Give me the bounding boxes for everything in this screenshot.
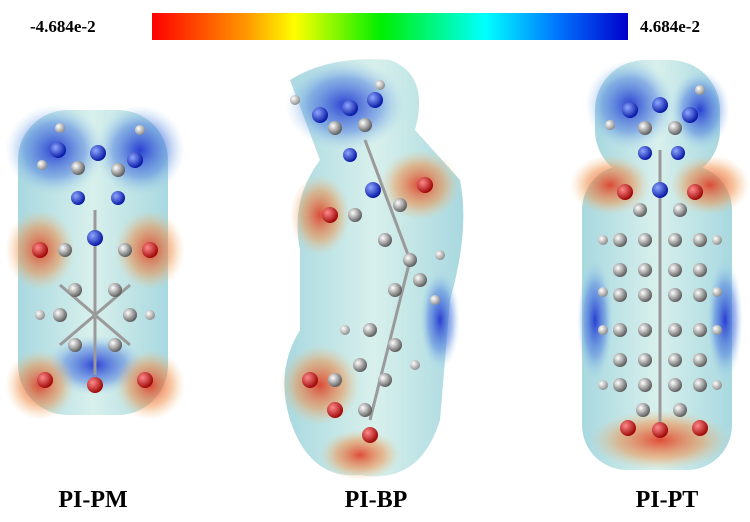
molecule-label: PI-PT [636, 487, 699, 513]
colorbar [152, 13, 628, 40]
atoms-core [598, 233, 722, 392]
molecule-label: PI-PM [58, 487, 127, 513]
colorbar-max-label: 4.684e-2 [640, 17, 700, 36]
molecule-pi-pm [5, 105, 185, 420]
molecule-label: PI-BP [345, 487, 408, 513]
molecule-pi-bp [280, 59, 464, 480]
molecule-pi-pt [570, 60, 750, 470]
colorbar-min-label: -4.684e-2 [30, 17, 96, 36]
